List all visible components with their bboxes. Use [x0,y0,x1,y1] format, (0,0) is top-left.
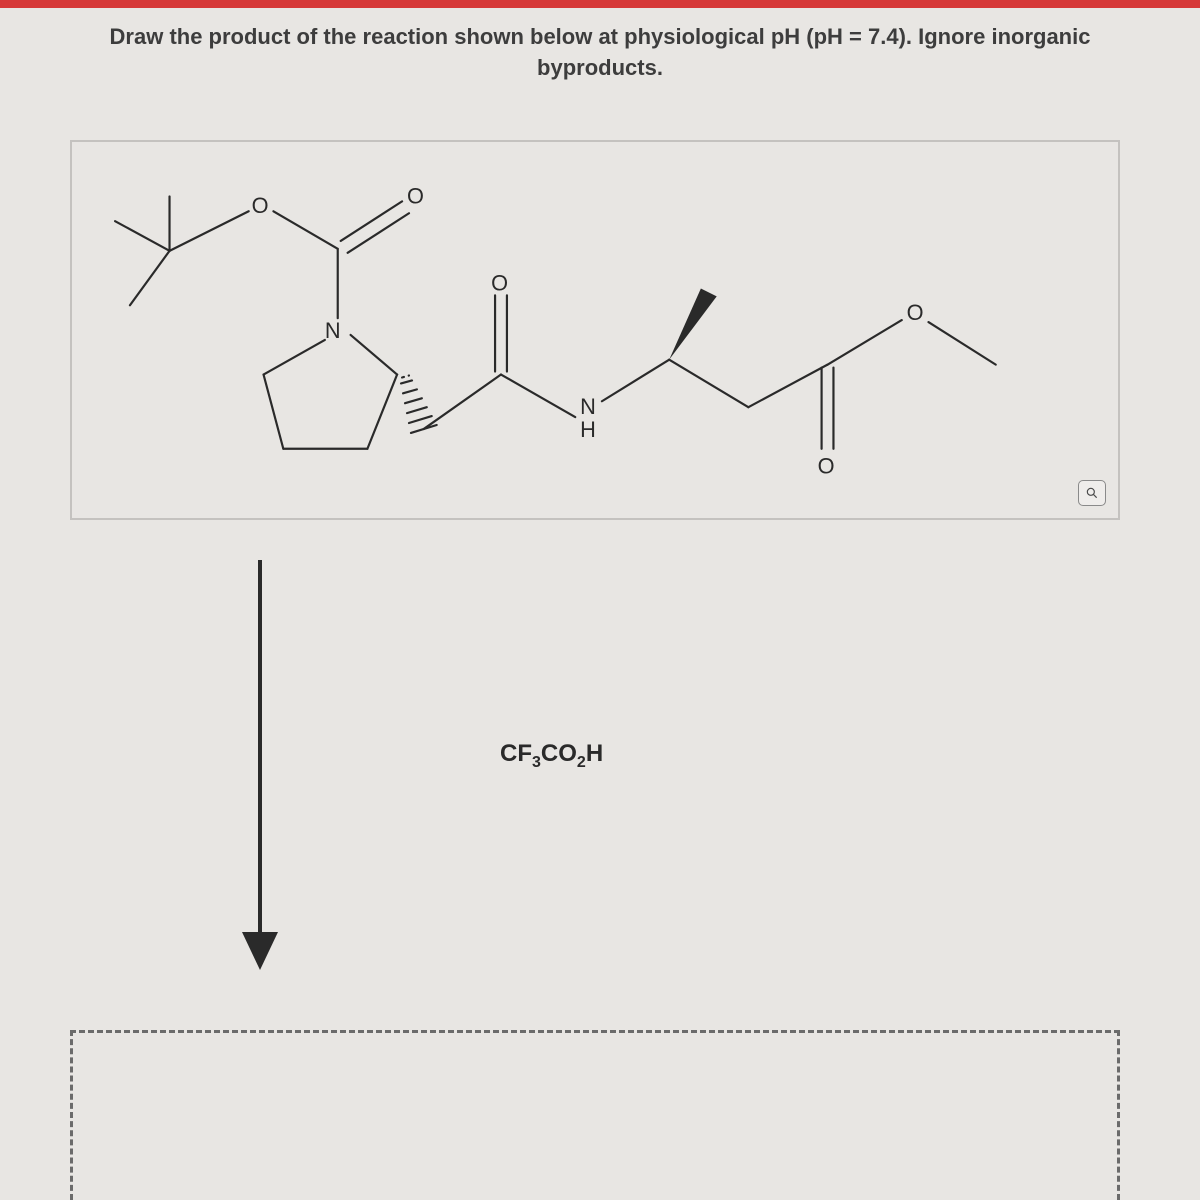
reagent-formula: CF3CO2H [500,740,603,772]
zoom-button[interactable] [1078,480,1106,506]
solid-wedge [669,288,716,359]
arrow-head [242,932,278,970]
zoom-icon [1085,486,1099,500]
atom-N1: N [325,318,341,343]
reaction-arrow-area: CF3CO2H [210,540,910,1000]
atom-O2: O [407,183,424,208]
question-line1: Draw the product of the reaction shown b… [110,24,1091,49]
atom-O3: O [491,270,508,295]
atom-O4: O [818,453,835,478]
question-text: Draw the product of the reaction shown b… [0,22,1200,84]
atom-O5: O [907,300,924,325]
top-red-bar [0,0,1200,8]
answer-drop-zone[interactable] [70,1030,1120,1200]
atom-O1: O [252,193,269,218]
molecule-svg: O O N O N H [72,142,1118,518]
question-line2: byproducts. [537,55,663,80]
atom-N2: N [580,394,596,419]
atom-H2: H [580,417,596,442]
structure-panel: O O N O N H [70,140,1120,520]
